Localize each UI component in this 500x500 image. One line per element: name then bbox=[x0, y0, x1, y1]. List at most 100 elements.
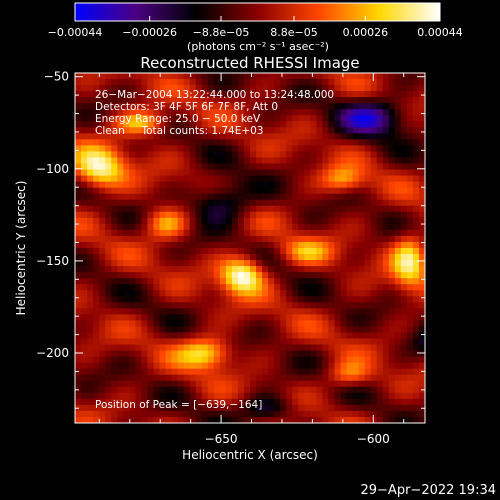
heatmap-cell bbox=[207, 254, 215, 261]
heatmap-cell bbox=[153, 344, 161, 352]
heatmap-cell bbox=[231, 97, 239, 104]
heatmap-cell bbox=[243, 151, 251, 159]
heatmap-cell bbox=[310, 223, 317, 231]
heatmap-cell bbox=[141, 73, 149, 80]
heatmap-cell bbox=[358, 139, 366, 147]
heatmap-cell bbox=[292, 79, 299, 86]
heatmap-cell bbox=[99, 103, 106, 110]
heatmap-cell bbox=[117, 121, 124, 128]
heatmap-cell bbox=[75, 356, 82, 364]
heatmap-cell bbox=[111, 127, 118, 134]
heatmap-cell bbox=[201, 314, 209, 322]
heatmap-cell bbox=[298, 410, 305, 418]
heatmap-cell bbox=[123, 175, 130, 183]
heatmap-cell bbox=[334, 284, 342, 291]
heatmap-cell bbox=[213, 97, 221, 104]
heatmap-cell bbox=[195, 187, 203, 195]
heatmap-cell bbox=[165, 380, 173, 388]
heatmap-cell bbox=[93, 241, 100, 249]
heatmap-cell bbox=[189, 85, 197, 92]
heatmap-cell bbox=[243, 314, 251, 322]
heatmap-cell bbox=[394, 284, 402, 291]
heatmap-cell bbox=[201, 272, 209, 279]
heatmap-cell bbox=[406, 260, 414, 267]
heatmap-cell bbox=[225, 145, 233, 153]
heatmap-cell bbox=[231, 284, 239, 291]
heatmap-cell bbox=[105, 235, 112, 243]
heatmap-cell bbox=[165, 103, 173, 110]
heatmap-cell bbox=[388, 181, 396, 189]
heatmap-cell bbox=[195, 284, 203, 291]
heatmap-cell bbox=[75, 217, 82, 225]
heatmap-cell bbox=[406, 205, 414, 213]
heatmap-cell bbox=[201, 85, 209, 92]
heatmap-cell bbox=[225, 314, 233, 322]
heatmap-cell bbox=[388, 368, 396, 376]
heatmap-cell bbox=[165, 416, 173, 423]
heatmap-cell bbox=[225, 187, 233, 195]
heatmap-cell bbox=[292, 163, 299, 171]
heatmap-cell bbox=[81, 368, 88, 376]
heatmap-cell bbox=[237, 235, 245, 243]
heatmap-cell bbox=[237, 217, 245, 225]
heatmap-cell bbox=[322, 241, 330, 249]
heatmap-cell bbox=[213, 356, 221, 364]
heatmap-cell bbox=[93, 344, 100, 352]
heatmap-cell bbox=[406, 211, 414, 219]
heatmap-cell bbox=[274, 410, 281, 418]
heatmap-cell bbox=[213, 103, 221, 110]
heatmap-cell bbox=[364, 380, 372, 388]
heatmap-cell bbox=[129, 157, 136, 165]
heatmap-cell bbox=[105, 386, 112, 394]
heatmap-cell bbox=[322, 217, 330, 225]
heatmap-cell bbox=[364, 404, 372, 412]
heatmap-cell bbox=[418, 193, 425, 201]
heatmap-cell bbox=[171, 169, 179, 177]
heatmap-cell bbox=[394, 248, 402, 255]
heatmap-cell bbox=[322, 290, 330, 297]
heatmap-cell bbox=[292, 115, 299, 122]
heatmap-cell bbox=[418, 85, 425, 92]
heatmap-cell bbox=[370, 139, 378, 147]
heatmap-cell bbox=[81, 169, 88, 177]
heatmap-cell bbox=[370, 169, 378, 177]
heatmap-cell bbox=[123, 193, 130, 201]
heatmap-cell bbox=[364, 374, 372, 382]
heatmap-cell bbox=[135, 151, 142, 159]
heatmap-cell bbox=[105, 368, 112, 376]
heatmap-cell bbox=[147, 103, 155, 110]
heatmap-cell bbox=[123, 326, 130, 334]
heatmap-cell bbox=[388, 217, 396, 225]
heatmap-cell bbox=[268, 91, 275, 98]
heatmap-cell bbox=[243, 115, 251, 122]
heatmap-cell bbox=[129, 175, 136, 183]
heatmap-cell bbox=[177, 151, 185, 159]
footer-date: 29−Apr−2022 19:34 bbox=[361, 483, 497, 498]
heatmap-cell bbox=[364, 320, 372, 328]
heatmap-cell bbox=[280, 211, 287, 219]
heatmap-cell bbox=[105, 217, 112, 225]
heatmap-cell bbox=[219, 133, 227, 140]
heatmap-cell bbox=[159, 356, 167, 364]
heatmap-cell bbox=[123, 314, 130, 322]
heatmap-cell bbox=[376, 97, 384, 104]
heatmap-cell bbox=[334, 380, 342, 388]
heatmap-cell bbox=[99, 139, 106, 147]
heatmap-cell bbox=[219, 398, 227, 406]
heatmap-cell bbox=[280, 133, 287, 140]
heatmap-cell bbox=[304, 278, 311, 285]
heatmap-cell bbox=[280, 272, 287, 279]
heatmap-cell bbox=[358, 151, 366, 159]
heatmap-cell bbox=[123, 332, 130, 340]
heatmap-cell bbox=[159, 169, 167, 177]
heatmap-cell bbox=[201, 97, 209, 104]
heatmap-cell bbox=[328, 199, 336, 207]
heatmap-cell bbox=[394, 362, 402, 370]
heatmap-cell bbox=[376, 241, 384, 249]
heatmap-cell bbox=[256, 235, 263, 243]
heatmap-cell bbox=[316, 350, 324, 358]
heatmap-cell bbox=[358, 181, 366, 189]
heatmap-cell bbox=[129, 73, 136, 80]
heatmap-cell bbox=[183, 217, 191, 225]
heatmap-cell bbox=[388, 392, 396, 400]
